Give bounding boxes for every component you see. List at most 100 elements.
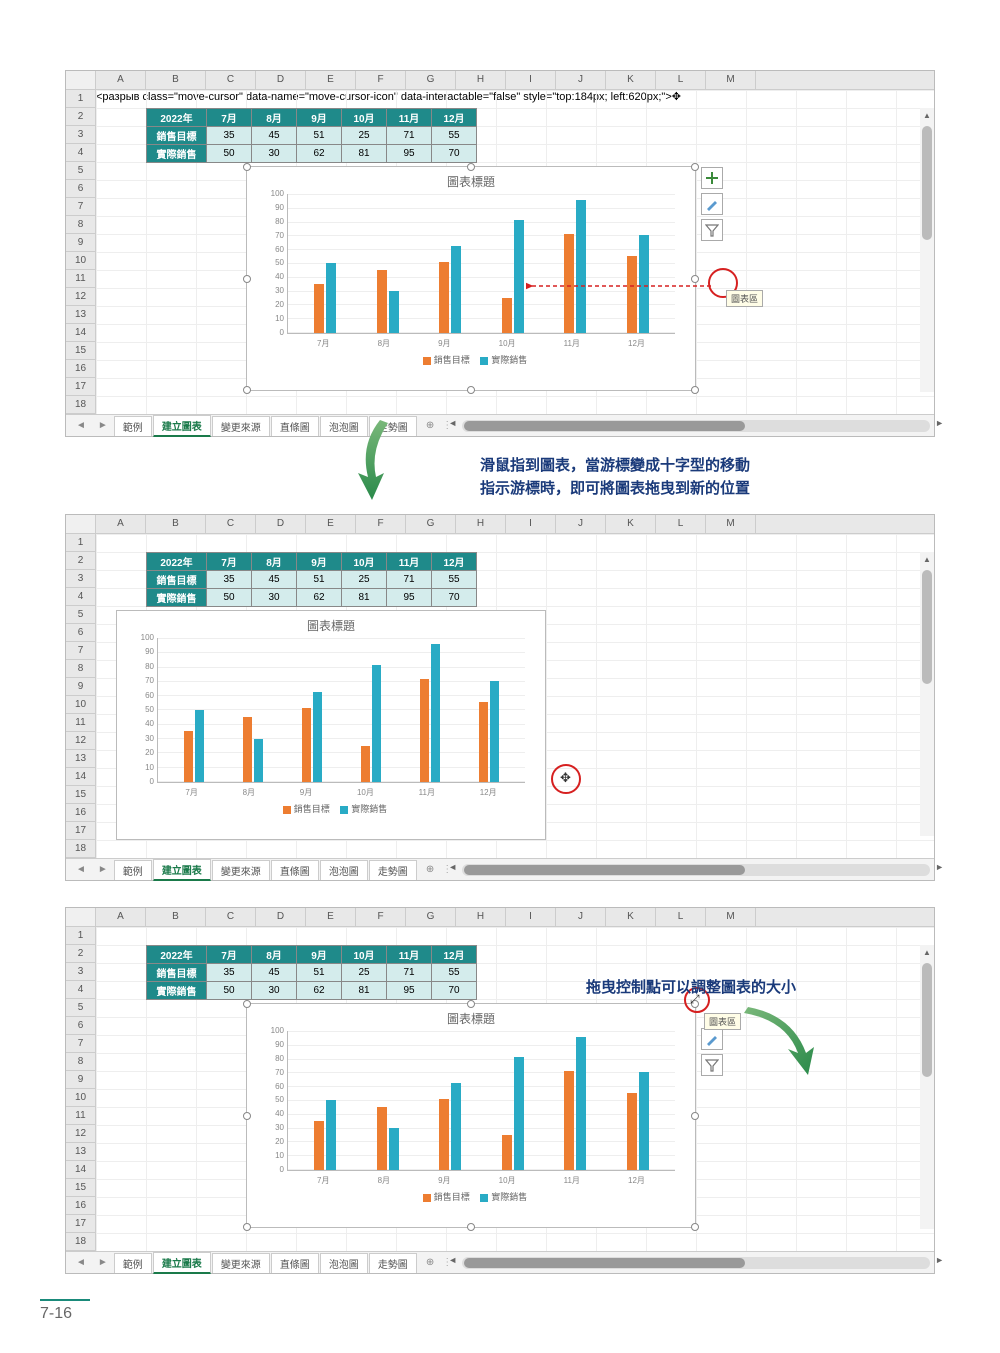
chart-styles-button[interactable] bbox=[701, 193, 723, 215]
bar-group[interactable] bbox=[314, 263, 336, 333]
sheet-tab[interactable]: 直條圖 bbox=[271, 860, 319, 880]
row-9[interactable]: 9 bbox=[66, 1071, 96, 1089]
col-K[interactable]: K bbox=[606, 908, 656, 926]
bar-series2[interactable] bbox=[639, 235, 649, 333]
bar-series1[interactable] bbox=[243, 717, 252, 782]
sheet-tab[interactable]: 建立圖表 bbox=[153, 859, 211, 881]
row-1[interactable]: 1 bbox=[66, 927, 96, 945]
bar-series1[interactable] bbox=[439, 262, 449, 333]
col-M[interactable]: M bbox=[706, 71, 756, 89]
row-14[interactable]: 14 bbox=[66, 768, 96, 786]
bar-group[interactable] bbox=[302, 692, 322, 782]
row-7[interactable]: 7 bbox=[66, 1035, 96, 1053]
bar-group[interactable] bbox=[502, 220, 524, 333]
sheet-tab[interactable]: 直條圖 bbox=[271, 416, 319, 436]
tab-nav-next[interactable]: ► bbox=[92, 1257, 114, 1268]
row-8[interactable]: 8 bbox=[66, 660, 96, 678]
bar-group[interactable] bbox=[564, 1037, 586, 1170]
row-4[interactable]: 4 bbox=[66, 144, 96, 162]
row-6[interactable]: 6 bbox=[66, 624, 96, 642]
sheet-tab[interactable]: 建立圖表 bbox=[153, 1252, 211, 1274]
bar-group[interactable] bbox=[243, 717, 263, 782]
bar-group[interactable] bbox=[420, 644, 440, 782]
bar-series2[interactable] bbox=[576, 200, 586, 333]
select-all-corner[interactable] bbox=[66, 908, 96, 926]
chart-legend[interactable]: 銷售目標 實際銷售 bbox=[247, 349, 695, 370]
row-17[interactable]: 17 bbox=[66, 822, 96, 840]
select-all-corner[interactable] bbox=[66, 515, 96, 533]
row-10[interactable]: 10 bbox=[66, 252, 96, 270]
select-all-corner[interactable] bbox=[66, 71, 96, 89]
bar-series1[interactable] bbox=[184, 731, 193, 782]
col-A[interactable]: A bbox=[96, 515, 146, 533]
row-16[interactable]: 16 bbox=[66, 1197, 96, 1215]
col-M[interactable]: M bbox=[706, 908, 756, 926]
bar-series2[interactable] bbox=[254, 739, 263, 783]
bar-group[interactable] bbox=[377, 270, 399, 333]
col-L[interactable]: L bbox=[656, 71, 706, 89]
data-table[interactable]: 2022年7月8月9月10月11月12月銷售目標354551257155實際銷售… bbox=[146, 108, 477, 163]
bar-group[interactable] bbox=[377, 1107, 399, 1170]
bar-group[interactable] bbox=[439, 1083, 461, 1170]
row-2[interactable]: 2 bbox=[66, 552, 96, 570]
col-B[interactable]: B bbox=[146, 908, 206, 926]
row-9[interactable]: 9 bbox=[66, 678, 96, 696]
bar-series2[interactable] bbox=[195, 710, 204, 783]
bar-group[interactable] bbox=[314, 1100, 336, 1170]
row-15[interactable]: 15 bbox=[66, 342, 96, 360]
bar-group[interactable] bbox=[361, 665, 381, 782]
bar-series2[interactable] bbox=[639, 1072, 649, 1170]
chart-filter-button[interactable] bbox=[701, 219, 723, 241]
bar-series1[interactable] bbox=[627, 1093, 637, 1170]
bar-series2[interactable] bbox=[313, 692, 322, 782]
col-A[interactable]: A bbox=[96, 908, 146, 926]
bar-group[interactable] bbox=[627, 1072, 649, 1170]
col-B[interactable]: B bbox=[146, 515, 206, 533]
row-15[interactable]: 15 bbox=[66, 786, 96, 804]
row-11[interactable]: 11 bbox=[66, 714, 96, 732]
bar-series1[interactable] bbox=[564, 234, 574, 333]
embedded-chart[interactable]: 圖表標題 0102030405060708090100 7月8月9月10月11月… bbox=[246, 1003, 696, 1228]
bar-group[interactable] bbox=[627, 235, 649, 333]
row-8[interactable]: 8 bbox=[66, 216, 96, 234]
vertical-scrollbar[interactable]: ▲ bbox=[920, 552, 934, 836]
row-14[interactable]: 14 bbox=[66, 1161, 96, 1179]
row-16[interactable]: 16 bbox=[66, 360, 96, 378]
sheet-tab[interactable]: 走勢圖 bbox=[369, 860, 417, 880]
row-18[interactable]: 18 bbox=[66, 396, 96, 414]
chart-title[interactable]: 圖表標題 bbox=[247, 1004, 695, 1031]
bar-series1[interactable] bbox=[564, 1071, 574, 1170]
col-H[interactable]: H bbox=[456, 908, 506, 926]
col-G[interactable]: G bbox=[406, 515, 456, 533]
bar-group[interactable] bbox=[479, 681, 499, 783]
bar-series2[interactable] bbox=[431, 644, 440, 782]
col-J[interactable]: J bbox=[556, 71, 606, 89]
col-I[interactable]: I bbox=[506, 908, 556, 926]
row-14[interactable]: 14 bbox=[66, 324, 96, 342]
chart-plot-area[interactable]: 0102030405060708090100 bbox=[157, 638, 525, 783]
chart-legend[interactable]: 銷售目標 實際銷售 bbox=[117, 798, 545, 819]
bar-series1[interactable] bbox=[627, 256, 637, 333]
bar-series1[interactable] bbox=[302, 708, 311, 782]
col-C[interactable]: C bbox=[206, 515, 256, 533]
bar-series2[interactable] bbox=[389, 1128, 399, 1170]
col-F[interactable]: F bbox=[356, 908, 406, 926]
chart-styles-button[interactable] bbox=[701, 1028, 723, 1050]
row-13[interactable]: 13 bbox=[66, 750, 96, 768]
col-I[interactable]: I bbox=[506, 515, 556, 533]
horizontal-scrollbar[interactable]: ◄► bbox=[462, 864, 930, 876]
bar-series2[interactable] bbox=[326, 1100, 336, 1170]
row-12[interactable]: 12 bbox=[66, 732, 96, 750]
bar-series2[interactable] bbox=[514, 1057, 524, 1170]
row-6[interactable]: 6 bbox=[66, 180, 96, 198]
chart-legend[interactable]: 銷售目標 實際銷售 bbox=[247, 1186, 695, 1207]
bar-series1[interactable] bbox=[314, 1121, 324, 1170]
horizontal-scrollbar[interactable]: ◄► bbox=[462, 420, 930, 432]
col-B[interactable]: B bbox=[146, 71, 206, 89]
col-K[interactable]: K bbox=[606, 515, 656, 533]
row-13[interactable]: 13 bbox=[66, 1143, 96, 1161]
chart-title[interactable]: 圖表標題 bbox=[247, 167, 695, 194]
sheet-tab[interactable]: 泡泡圖 bbox=[320, 1253, 368, 1273]
cell-grid[interactable]: 2022年7月8月9月10月11月12月銷售目標354551257155實際銷售… bbox=[96, 927, 934, 1251]
row-5[interactable]: 5 bbox=[66, 999, 96, 1017]
